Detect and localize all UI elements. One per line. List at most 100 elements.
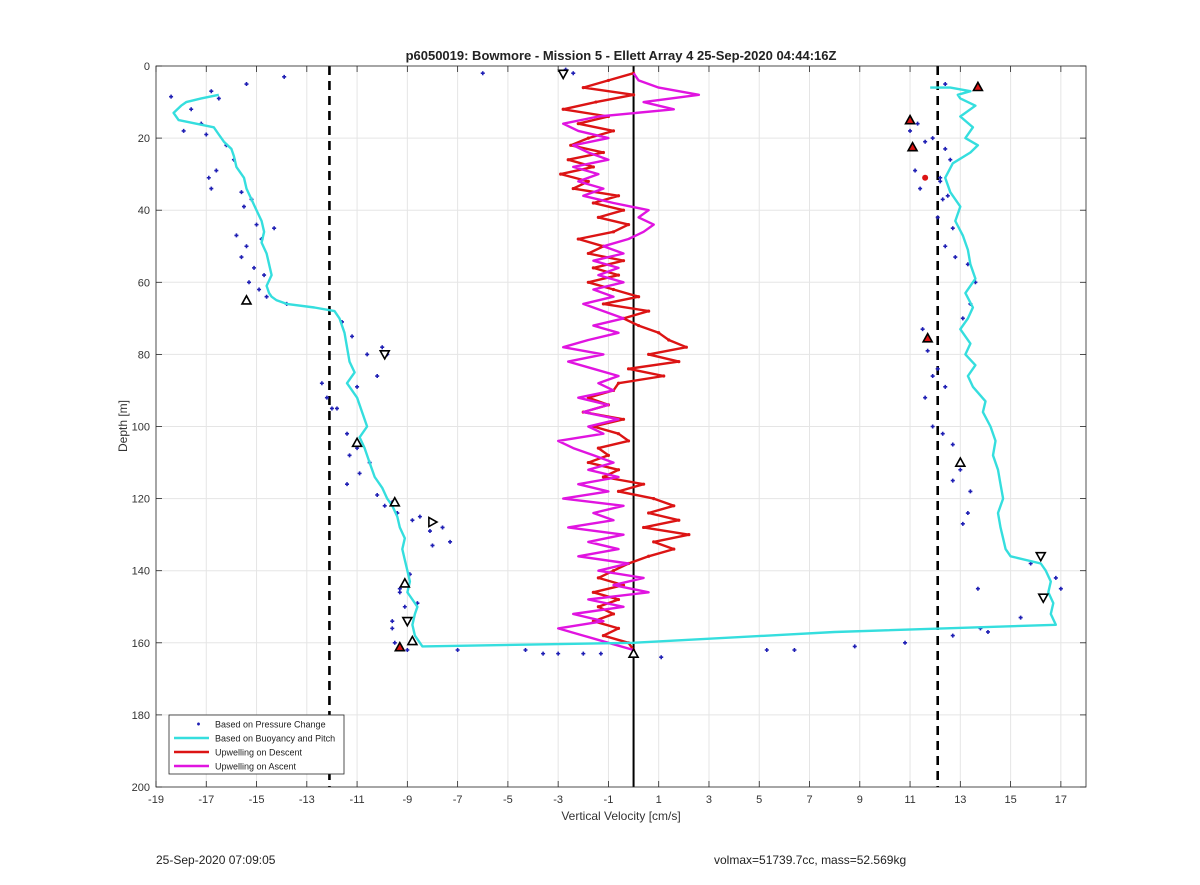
descent-point [601,302,606,306]
descent-point [591,201,595,205]
descent-point [591,165,595,169]
descent-point [631,93,636,97]
pressure-change-point [357,471,362,476]
pressure-change-point [950,478,955,483]
pressure-change-point [390,619,395,624]
pressure-change-point [264,294,269,299]
pressure-change-point [241,204,246,209]
pressure-change-point [189,107,194,112]
descent-point [611,287,616,292]
event-marker-triangle-down [401,616,414,628]
pressure-change-point [380,345,385,350]
pressure-change-point [943,146,948,151]
pressure-change-point [581,651,586,656]
pressure-change-point [239,190,244,195]
pressure-change-point [920,327,925,332]
event-marker-triangle-up [906,140,919,152]
pressure-change-point [206,175,211,180]
pressure-change-point [345,482,350,487]
descent-point [591,590,595,594]
pressure-change-point [938,179,943,184]
y-tick-label: 60 [138,277,150,289]
event-marker-triangle-up [954,456,967,467]
descent-point [687,533,691,537]
event-marker-triangle-up [627,647,640,659]
x-tick-label: 11 [904,794,915,806]
pressure-change-point [950,442,955,447]
pressure-change-point [950,226,955,231]
descent-point [652,540,656,544]
pressure-change-point [943,82,948,87]
event-marker-triangle-up [388,496,401,507]
y-tick-label: 120 [132,494,150,506]
y-tick-label: 200 [132,782,150,794]
pressure-change-point [930,136,935,141]
x-tick-label: -19 [148,794,164,806]
pressure-change-point [960,521,965,526]
x-tick-label: 17 [1055,794,1067,806]
pressure-change-point [950,633,955,638]
pressure-change-point [209,186,214,191]
descent-point [647,511,651,515]
descent-point [652,497,656,501]
pressure-change-point [943,244,948,249]
pressure-change-point [375,492,380,497]
descent-point [621,259,626,263]
descent-point [672,504,676,508]
pressure-change-point [272,226,277,231]
legend-label: Based on Pressure Change [215,720,326,730]
pressure-change-point [329,406,334,411]
pressure-change-point [257,287,262,292]
footer-timestamp: 25-Sep-2020 07:09:05 [156,853,276,867]
event-marker-triangle-down [557,69,570,81]
y-tick-label: 0 [144,61,150,73]
descent-point [667,338,671,342]
descent-point [576,122,580,126]
descent-point [616,381,621,385]
pressure-change-point [347,453,352,458]
descent-point [561,107,565,111]
pressure-change-point [455,648,460,653]
pressure-change-point [953,255,958,260]
pressure-change-points [169,67,1063,660]
descent-point [657,331,661,335]
pressure-change-point [214,168,219,173]
descent-point [586,179,590,183]
descent-point [596,215,600,220]
descent-point [611,569,616,573]
pressure-change-point [938,175,943,180]
pressure-change-point [918,186,923,191]
descent-point [616,194,621,198]
x-tick-label: -1 [604,794,614,806]
legend-label: Upwelling on Ascent [215,762,297,772]
event-marker-triangle-down [1034,551,1047,563]
pressure-change-point [480,71,485,76]
descent-point [586,251,590,256]
descent-point [677,360,681,364]
event-marker-triangle-down [1037,593,1050,604]
footer-volmax-mass: volmax=51739.7cc, mass=52.569kg [714,853,907,867]
pressure-change-point [940,431,945,436]
ascent-upwelling-line [557,72,701,652]
pressure-change-point [402,604,407,609]
pressure-change-point [908,128,913,133]
x-tick-label: -3 [553,794,563,806]
x-tick-label: 13 [954,794,966,806]
legend: Based on Pressure Change Based on Buoyanc… [168,714,345,775]
pressure-change-point [985,629,990,634]
x-tick-label: -13 [299,794,315,806]
event-marker-triangle-right [428,516,439,528]
descent-point [636,295,641,299]
x-tick-label: -5 [503,794,513,806]
pressure-change-point [382,503,387,508]
x-tick-label: -15 [249,794,265,806]
reference-lines [328,66,940,787]
descent-point [626,367,631,371]
pressure-change-point [430,543,435,548]
descent-point [662,374,666,378]
descent-point [677,518,681,522]
descent-point [626,439,631,443]
pressure-change-point [390,626,395,631]
descent-point [621,417,626,421]
